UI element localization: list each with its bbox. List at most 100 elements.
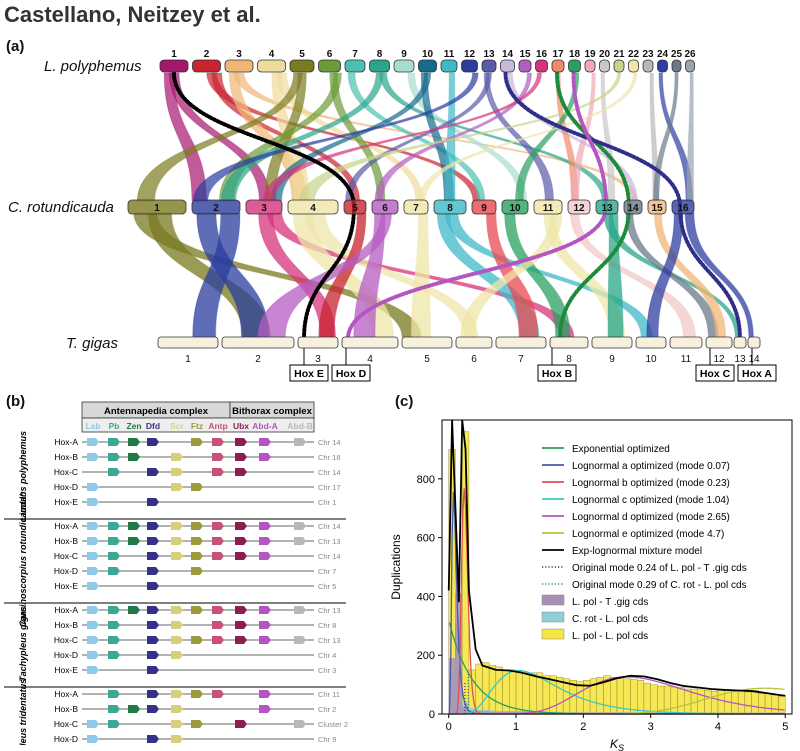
chromosome-ref: Chr 17 — [318, 483, 341, 492]
hox-gene-arrow — [235, 438, 247, 446]
hox-cluster-name: Hox-A — [54, 437, 78, 447]
hox-cluster-name: Hox-A — [54, 689, 78, 699]
histogram-bar — [670, 686, 678, 715]
hox-gene-arrow — [87, 483, 99, 491]
tgig-chromosome — [297, 336, 339, 349]
crot-chromosome — [595, 199, 619, 215]
lpol-chromosome-label: 21 — [613, 49, 625, 60]
hox-gene-arrow — [171, 636, 183, 644]
figure-header: Castellano, Neitzey et al. — [4, 2, 261, 27]
hox-gene-arrow — [294, 438, 306, 446]
lpol-chromosome-label: 19 — [584, 49, 596, 60]
hox-gene-arrow — [294, 636, 306, 644]
hox-gene-arrow — [147, 498, 159, 506]
hox-label-box — [537, 364, 577, 382]
hox-gene-arrow — [259, 621, 271, 629]
gene-name: Ftz — [191, 421, 203, 431]
chromosome-ref: Chr 13 — [318, 537, 341, 546]
hox-gene-arrow — [147, 705, 159, 713]
hox-gene-arrow — [87, 552, 99, 560]
synteny-ribbon-top — [163, 72, 207, 202]
hox-gene-arrow — [128, 537, 140, 545]
hox-gene-arrow — [212, 453, 224, 461]
lpol-chromosome — [685, 59, 695, 73]
hox-gene-arrow — [191, 720, 203, 728]
histogram-bar — [643, 682, 651, 715]
hox-cluster-name: Hox-B — [54, 704, 78, 714]
hox-gene-arrow — [171, 621, 183, 629]
hox-gene-arrow — [212, 537, 224, 545]
legend-entry: Lognormal e optimized (mode 4.7) — [572, 529, 724, 540]
y-tick-label: 400 — [417, 591, 435, 603]
species-name: Carcinoscorpius rotundicauda* — [18, 492, 28, 627]
lpol-chromosome — [289, 59, 315, 73]
hox-gene-arrow — [171, 537, 183, 545]
hox-gene-arrow — [171, 720, 183, 728]
crot-chromosome — [343, 199, 367, 215]
lpol-chromosome-label: 9 — [401, 49, 407, 60]
species-name: Tachypleus gigas — [18, 606, 28, 681]
chromosome-ref: Chr 8 — [318, 621, 336, 630]
hox-gene-arrow — [87, 537, 99, 545]
lpol-chromosome — [599, 59, 610, 73]
hox-cluster-name: Hox-B — [54, 452, 78, 462]
hox-gene-arrow — [191, 636, 203, 644]
hox-gene-arrow — [87, 567, 99, 575]
hox-gene-arrow — [191, 606, 203, 614]
x-axis-label: KS — [610, 737, 624, 751]
histogram-bar — [536, 712, 543, 714]
legend-entry: Exp-lognormal mixture model — [572, 546, 702, 557]
crot-chromosome-label: 11 — [543, 203, 554, 214]
chromosome-ref: Chr 3 — [318, 666, 336, 675]
synteny-ribbon-top — [270, 72, 432, 202]
x-tick-label: 0 — [446, 721, 452, 733]
hox-gene-arrow — [259, 705, 271, 713]
tgig-chromosome — [341, 336, 399, 349]
lpol-chromosome — [500, 59, 515, 73]
crot-chromosome — [433, 199, 467, 215]
hox-gene-arrow — [128, 438, 140, 446]
hox-gene-arrow — [212, 636, 224, 644]
hox-cluster-name: Hox-B — [54, 536, 78, 546]
hox-label-box — [695, 364, 735, 382]
lpol-chromosome-label: 26 — [684, 49, 696, 60]
crot-chromosome — [671, 199, 695, 215]
chromosome-ref: Chr 11 — [318, 690, 340, 699]
hox-gene-arrow — [212, 522, 224, 530]
lpol-chromosome-label: 10 — [422, 49, 434, 60]
hox-gene-arrow — [191, 522, 203, 530]
crot-chromosome-label: 1 — [154, 203, 160, 214]
antennapedia-label: Antennapedia complex — [104, 406, 209, 417]
lpol-chromosome-label: 18 — [569, 49, 581, 60]
tgig-chromosome-label: 1 — [185, 354, 191, 365]
histogram-bar — [704, 690, 712, 715]
hox-label: Hox B — [542, 368, 573, 380]
histogram-bar — [516, 711, 523, 714]
crot-chromosome — [567, 199, 591, 215]
tgig-chromosome — [221, 336, 295, 349]
tgig-chromosome — [401, 336, 453, 349]
tgig-chromosome-label: 11 — [681, 354, 692, 365]
histogram-bar — [522, 672, 530, 715]
tgig-chromosome — [733, 336, 747, 349]
panel-a-label: (a) — [6, 38, 25, 55]
hox-cluster-name: Hox-E — [54, 497, 78, 507]
crot-chromosome-label: 10 — [509, 203, 521, 214]
hox-gene-arrow — [212, 621, 224, 629]
crot-chromosome-label: 13 — [601, 203, 613, 214]
hox-gene-arrow — [294, 522, 306, 530]
hox-gene-arrow — [108, 705, 120, 713]
hox-gene-arrow — [87, 606, 99, 614]
hox-label: Hox E — [294, 368, 324, 380]
hox-gene-arrow — [147, 582, 159, 590]
hox-gene-arrow — [259, 636, 271, 644]
lpol-chromosome — [159, 59, 189, 73]
x-tick-label: 3 — [648, 721, 654, 733]
hox-gene-arrow — [147, 606, 159, 614]
tgig-chromosome — [455, 336, 493, 349]
crot-chromosome-label: 9 — [481, 203, 487, 214]
panel-c-label: (c) — [395, 393, 414, 410]
x-tick-label: 1 — [513, 721, 519, 733]
hox-gene-arrow — [87, 498, 99, 506]
hox-gene-arrow — [171, 651, 183, 659]
